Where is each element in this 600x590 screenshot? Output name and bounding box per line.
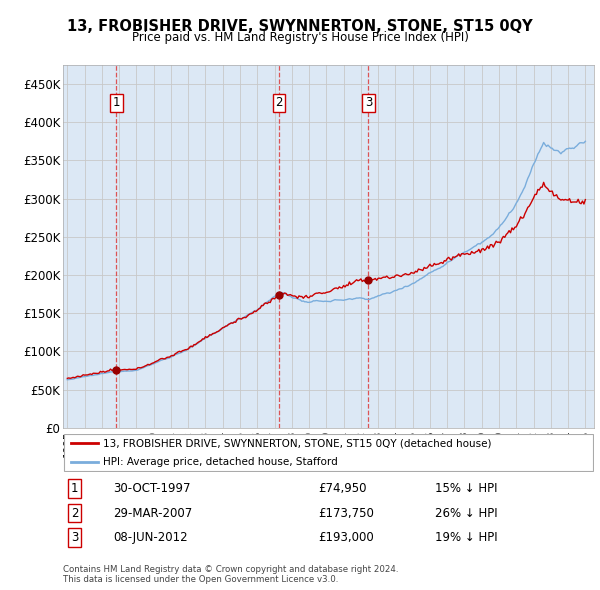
Text: 15% ↓ HPI: 15% ↓ HPI	[434, 482, 497, 495]
Text: 19% ↓ HPI: 19% ↓ HPI	[434, 531, 497, 544]
Text: 3: 3	[365, 97, 372, 110]
Text: 1: 1	[71, 482, 79, 495]
Text: 30-OCT-1997: 30-OCT-1997	[113, 482, 191, 495]
Text: £193,000: £193,000	[318, 531, 374, 544]
Text: 3: 3	[71, 531, 79, 544]
Text: £74,950: £74,950	[318, 482, 367, 495]
Text: 13, FROBISHER DRIVE, SWYNNERTON, STONE, ST15 0QY: 13, FROBISHER DRIVE, SWYNNERTON, STONE, …	[67, 19, 533, 34]
Text: 26% ↓ HPI: 26% ↓ HPI	[434, 507, 497, 520]
FancyBboxPatch shape	[64, 434, 593, 471]
Text: 13, FROBISHER DRIVE, SWYNNERTON, STONE, ST15 0QY (detached house): 13, FROBISHER DRIVE, SWYNNERTON, STONE, …	[103, 438, 491, 448]
Text: 29-MAR-2007: 29-MAR-2007	[113, 507, 193, 520]
Text: HPI: Average price, detached house, Stafford: HPI: Average price, detached house, Staf…	[103, 457, 338, 467]
Text: 1: 1	[112, 97, 120, 110]
Text: 2: 2	[275, 97, 283, 110]
Text: Contains HM Land Registry data © Crown copyright and database right 2024.
This d: Contains HM Land Registry data © Crown c…	[63, 565, 398, 584]
Text: 2: 2	[71, 507, 79, 520]
Text: 08-JUN-2012: 08-JUN-2012	[113, 531, 188, 544]
Text: Price paid vs. HM Land Registry's House Price Index (HPI): Price paid vs. HM Land Registry's House …	[131, 31, 469, 44]
Text: £173,750: £173,750	[318, 507, 374, 520]
